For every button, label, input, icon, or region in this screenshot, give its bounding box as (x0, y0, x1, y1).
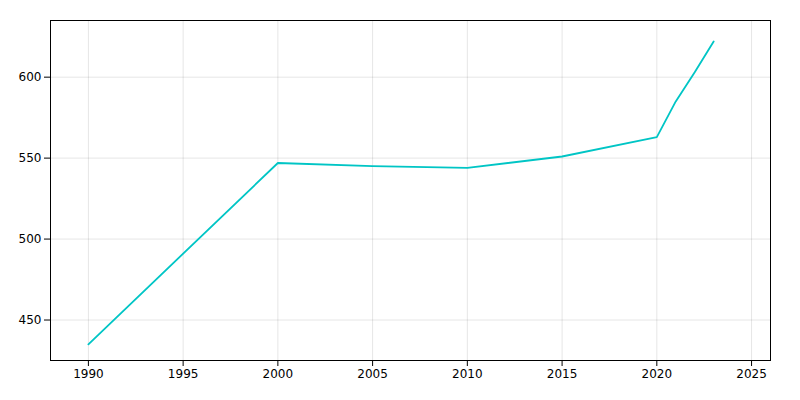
svg-text:2005: 2005 (357, 367, 388, 381)
svg-text:2015: 2015 (547, 367, 578, 381)
svg-text:500: 500 (19, 232, 42, 246)
svg-text:2000: 2000 (263, 367, 294, 381)
svg-text:450: 450 (19, 313, 42, 327)
svg-text:550: 550 (19, 151, 42, 165)
svg-text:600: 600 (19, 70, 42, 84)
svg-text:2020: 2020 (642, 367, 673, 381)
svg-text:2025: 2025 (736, 367, 767, 381)
svg-text:1995: 1995 (168, 367, 199, 381)
svg-text:2010: 2010 (452, 367, 483, 381)
svg-text:1990: 1990 (73, 367, 104, 381)
